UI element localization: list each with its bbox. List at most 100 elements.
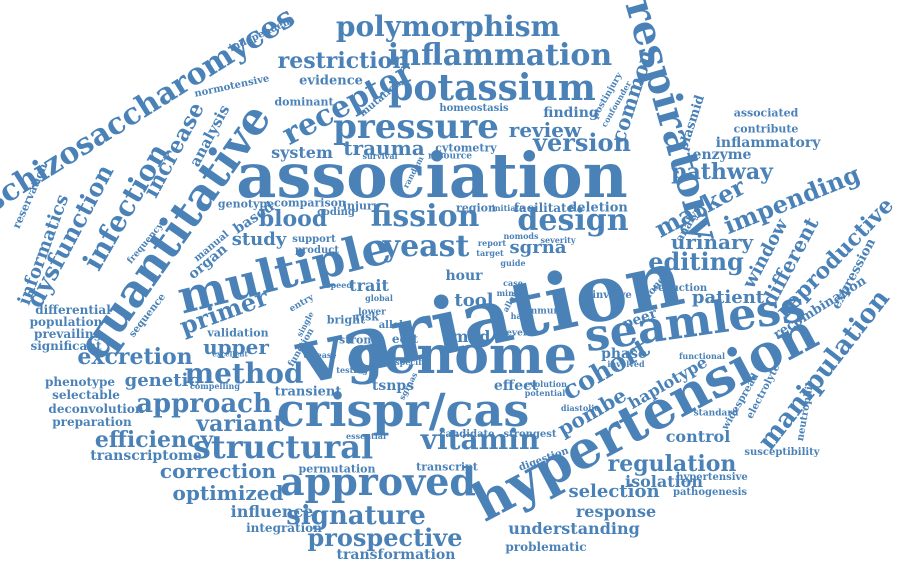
- word: hypertensive: [676, 472, 748, 483]
- word: urinary: [670, 230, 754, 254]
- word: patient: [691, 287, 765, 308]
- word: inflammatory: [715, 135, 821, 151]
- word: severity: [540, 235, 576, 245]
- word: permutation: [298, 462, 376, 476]
- word: homeostasis: [439, 103, 509, 114]
- word: vitamin: [420, 423, 540, 456]
- word: strong: [338, 333, 380, 347]
- word: genetic: [124, 370, 200, 391]
- word: structural: [192, 428, 374, 466]
- word: transformation: [336, 547, 456, 563]
- word: efficiency: [94, 427, 214, 453]
- word: survival: [362, 151, 398, 161]
- word: product: [295, 245, 339, 256]
- word: case: [503, 278, 523, 288]
- word: upper: [203, 335, 269, 359]
- word: support: [292, 234, 336, 245]
- word: phase: [601, 346, 647, 362]
- word: reduction: [652, 283, 708, 294]
- word: coding: [317, 207, 355, 218]
- word: candidate: [439, 429, 495, 440]
- word: sgrna: [509, 237, 567, 258]
- word: polymorphism: [335, 10, 561, 43]
- word: report: [477, 238, 507, 248]
- word: study: [231, 229, 287, 250]
- word: finding: [543, 105, 599, 121]
- word: pressure: [333, 107, 499, 147]
- word: problematic: [505, 540, 587, 554]
- word: association: [236, 139, 628, 212]
- word: validation: [207, 326, 269, 340]
- word: isolation: [625, 472, 703, 491]
- word: nomods: [503, 231, 539, 241]
- word: initiate: [491, 203, 525, 213]
- word: trauma: [343, 136, 425, 160]
- word: potential: [524, 388, 566, 398]
- word: inflammation: [387, 38, 613, 73]
- word: deconvolution: [48, 402, 144, 416]
- word: have: [510, 311, 532, 321]
- word: standard: [693, 408, 739, 419]
- word: susceptibility: [744, 447, 820, 458]
- word: approved: [280, 459, 476, 504]
- word: essential: [346, 431, 386, 441]
- word: several: [501, 328, 537, 339]
- word: testing: [336, 365, 368, 375]
- word: tsnps: [371, 378, 415, 394]
- word: response: [575, 502, 657, 521]
- word: version: [533, 128, 631, 157]
- word: evolution: [525, 379, 567, 389]
- word: involved: [607, 359, 645, 369]
- word: excretion: [77, 344, 193, 370]
- word: guide: [500, 258, 526, 268]
- word: mod: [451, 327, 491, 346]
- word: region: [456, 201, 496, 215]
- word: evidence: [299, 73, 363, 89]
- word: functional: [678, 351, 726, 361]
- word: prevailing: [34, 327, 102, 341]
- word: understanding: [508, 519, 640, 538]
- word: involve: [592, 290, 632, 301]
- word: enzyme: [692, 147, 752, 163]
- word: control: [665, 427, 731, 446]
- word: deletion: [568, 200, 628, 216]
- word: phenotype: [44, 375, 116, 389]
- word: system: [271, 143, 333, 162]
- word: effect: [493, 378, 539, 394]
- word: facilitate: [513, 201, 575, 215]
- word: transcript: [416, 460, 478, 474]
- word: blood: [258, 206, 328, 232]
- word: speed: [326, 280, 352, 290]
- word: crispr/cas: [276, 383, 530, 437]
- word: population: [29, 315, 103, 329]
- word: diastolic: [560, 403, 600, 413]
- word: potassium: [388, 67, 596, 109]
- word: variant: [196, 411, 284, 437]
- word: injury: [342, 199, 380, 213]
- word: global: [365, 293, 393, 303]
- word: review: [508, 118, 582, 142]
- word: trait: [349, 276, 389, 295]
- word: regulation: [607, 451, 737, 477]
- word: genotype: [217, 197, 275, 211]
- word: pathogenesis: [672, 487, 748, 498]
- word: lower: [358, 307, 386, 318]
- word: comparison: [274, 196, 346, 210]
- word: integration: [246, 521, 322, 535]
- word: yeast: [382, 229, 470, 264]
- word: cytometry: [435, 141, 497, 155]
- word: significant: [30, 339, 102, 353]
- word: editing: [648, 247, 744, 276]
- word: method: [184, 357, 304, 390]
- word: bright: [326, 313, 366, 327]
- word: preparation: [52, 415, 132, 429]
- word: approach: [136, 389, 272, 419]
- word: fission: [370, 199, 480, 234]
- word: resource: [427, 151, 473, 162]
- word: strongest: [503, 429, 557, 440]
- word: dominant: [274, 95, 334, 109]
- word: associated: [733, 106, 799, 120]
- word: target: [476, 248, 504, 258]
- word: tool: [454, 290, 494, 311]
